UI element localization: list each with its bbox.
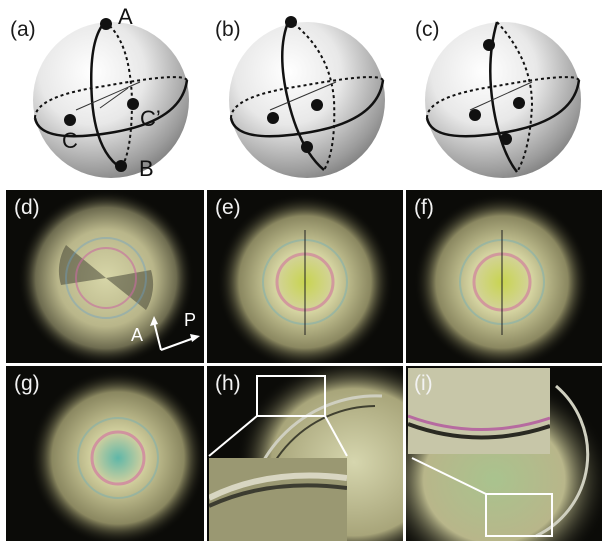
panel-label-c: (c) xyxy=(415,18,440,41)
panel-label-a: (a) xyxy=(10,18,36,41)
point-label-B: B xyxy=(139,156,154,181)
panel-label-b: (b) xyxy=(215,18,241,41)
panel-label-h: (h) xyxy=(215,372,241,395)
point-label-A: A xyxy=(118,4,133,29)
point-C-prime xyxy=(127,98,139,110)
micrograph-h: (h) xyxy=(207,366,403,541)
micrograph-d: (d) A P xyxy=(6,190,204,363)
sphere-c xyxy=(425,21,581,178)
point-label-C-prime: C’ xyxy=(140,106,161,131)
inset-zoom-i xyxy=(408,368,550,454)
polarizer-arrows xyxy=(150,316,200,351)
point-B xyxy=(115,160,127,172)
panel-label-d: (d) xyxy=(14,196,40,219)
panel-label-i: (i) xyxy=(414,372,433,395)
point-A xyxy=(100,18,112,30)
sphere-b xyxy=(229,16,385,178)
panel-label-e: (e) xyxy=(215,196,241,219)
micrograph-g: (g) xyxy=(6,366,204,541)
inset-zoom-h xyxy=(209,458,347,541)
point-C xyxy=(64,114,76,126)
polarizer-label: P xyxy=(184,310,197,330)
micrograph-i: (i) xyxy=(406,366,602,541)
sphere-a xyxy=(33,18,189,178)
panel-label-f: (f) xyxy=(414,196,434,219)
analyzer-label: A xyxy=(131,325,144,345)
panel-label-g: (g) xyxy=(14,372,40,395)
point-label-C: C xyxy=(62,128,78,153)
micrograph-e: (e) xyxy=(207,190,403,363)
micrograph-f: (f) xyxy=(406,190,602,363)
sphere-diagrams xyxy=(33,16,581,178)
